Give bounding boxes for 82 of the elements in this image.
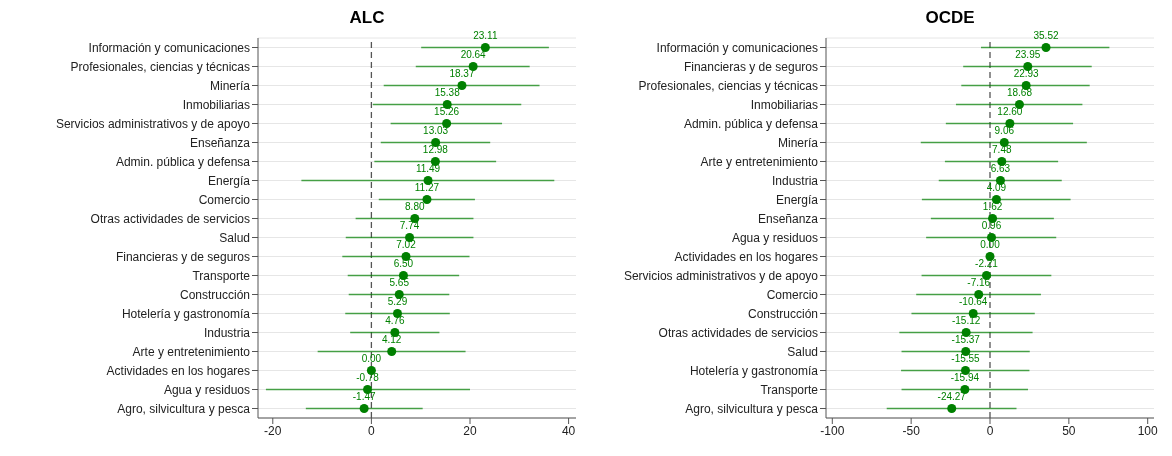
- x-tick-label: 20: [463, 423, 477, 438]
- y-tick-label: Comercio: [198, 192, 251, 207]
- y-tick-label: Profesionales, ciencias y técnicas: [638, 78, 818, 93]
- y-tick-label: Enseñanza: [189, 135, 251, 150]
- data-label: 7.02: [396, 238, 417, 250]
- data-label: 22.93: [1013, 67, 1040, 79]
- data-label: 7.74: [399, 219, 420, 231]
- data-label: 23.95: [1015, 48, 1041, 60]
- data-label: 15.26: [434, 105, 460, 117]
- x-tick-label: -20: [264, 423, 282, 438]
- x-tick-label: 100: [1137, 423, 1159, 438]
- data-label: -24.27: [937, 390, 967, 402]
- point: [1041, 42, 1051, 53]
- y-tick-label: Construcción: [179, 287, 250, 302]
- y-tick-label: Energía: [775, 192, 819, 207]
- y-tick-label: Financieras y de seguros: [115, 249, 250, 264]
- y-tick-label: Información y comunicaciones: [88, 40, 250, 55]
- y-tick-label: Minería: [777, 135, 819, 150]
- y-tick-label: Servicios administrativos y de apoyo: [623, 268, 819, 283]
- y-tick-label: Minería: [209, 78, 251, 93]
- y-tick-label: Energía: [207, 173, 251, 188]
- y-tick-label: Transporte: [192, 268, 251, 283]
- y-tick-label: Otras actividades de servicios: [658, 325, 818, 340]
- data-label: -10.64: [959, 295, 988, 307]
- point: [359, 403, 369, 414]
- data-label: 11.27: [414, 181, 440, 193]
- x-tick-label: 0: [368, 423, 376, 438]
- data-label: -15.55: [951, 352, 981, 364]
- y-tick-label: Arte y entretenimiento: [132, 344, 251, 359]
- point: [387, 346, 397, 357]
- data-label: 20.64: [460, 48, 487, 60]
- y-tick-label: Servicios administrativos y de apoyo: [55, 116, 251, 131]
- data-label: 23.11: [473, 29, 498, 41]
- point: [422, 194, 432, 205]
- y-tick-label: Industria: [771, 173, 819, 188]
- data-label: -15.12: [951, 314, 981, 326]
- x-tick-label: -100: [820, 423, 845, 438]
- y-tick-label: Información y comunicaciones: [656, 40, 818, 55]
- point: [947, 403, 957, 414]
- data-label: 15.38: [434, 86, 461, 98]
- data-label: 0.00: [361, 352, 382, 364]
- y-tick-label: Inmobiliarias: [182, 97, 250, 112]
- data-label: 35.52: [1033, 29, 1059, 41]
- data-label: -15.37: [951, 333, 981, 345]
- data-label: 7.48: [992, 143, 1012, 155]
- y-tick-label: Otras actividades de servicios: [90, 211, 250, 226]
- data-label: 11.49: [415, 162, 441, 174]
- y-tick-label: Hotelería y gastronomía: [689, 363, 819, 378]
- y-tick-label: Admin. pública y defensa: [115, 154, 251, 169]
- data-label: 1.62: [982, 200, 1003, 212]
- y-tick-label: Construcción: [747, 306, 818, 321]
- y-tick-label: Admin. pública y defensa: [683, 116, 819, 131]
- y-tick-label: Financieras y de seguros: [683, 59, 818, 74]
- y-tick-label: Inmobiliarias: [750, 97, 818, 112]
- y-tick-label: Agua y residuos: [163, 382, 250, 397]
- y-tick-label: Industria: [203, 325, 251, 340]
- y-tick-label: Arte y entretenimiento: [700, 154, 819, 169]
- y-tick-label: Transporte: [760, 382, 819, 397]
- x-tick-label: 50: [1062, 423, 1076, 438]
- x-tick-label: 40: [561, 423, 576, 438]
- y-tick-label: Comercio: [766, 287, 819, 302]
- y-tick-label: Salud: [219, 230, 250, 245]
- y-tick-label: Salud: [787, 344, 818, 359]
- x-tick-label: 0: [986, 423, 994, 438]
- data-label: -1.47: [352, 390, 376, 402]
- x-tick-label: -50: [902, 423, 921, 438]
- chart-title: OCDE: [924, 8, 976, 28]
- y-tick-label: Agro, silvicultura y pesca: [117, 401, 251, 416]
- y-tick-label: Actividades en los hogares: [674, 249, 818, 264]
- y-tick-label: Hotelería y gastronomía: [121, 306, 251, 321]
- data-label: -15.94: [950, 371, 980, 383]
- y-tick-label: Actividades en los hogares: [106, 363, 250, 378]
- data-label: 4.09: [986, 181, 1007, 193]
- data-label: 12.98: [422, 143, 449, 155]
- data-label: 6.63: [990, 162, 1011, 174]
- chart-title: ALC: [348, 8, 386, 28]
- data-label: 8.80: [405, 200, 425, 212]
- y-tick-label: Agua y residuos: [731, 230, 818, 245]
- y-tick-label: Profesionales, ciencias y técnicas: [70, 59, 250, 74]
- y-tick-label: Enseñanza: [757, 211, 819, 226]
- data-label: 18.68: [1006, 86, 1033, 98]
- y-tick-label: Agro, silvicultura y pesca: [685, 401, 819, 416]
